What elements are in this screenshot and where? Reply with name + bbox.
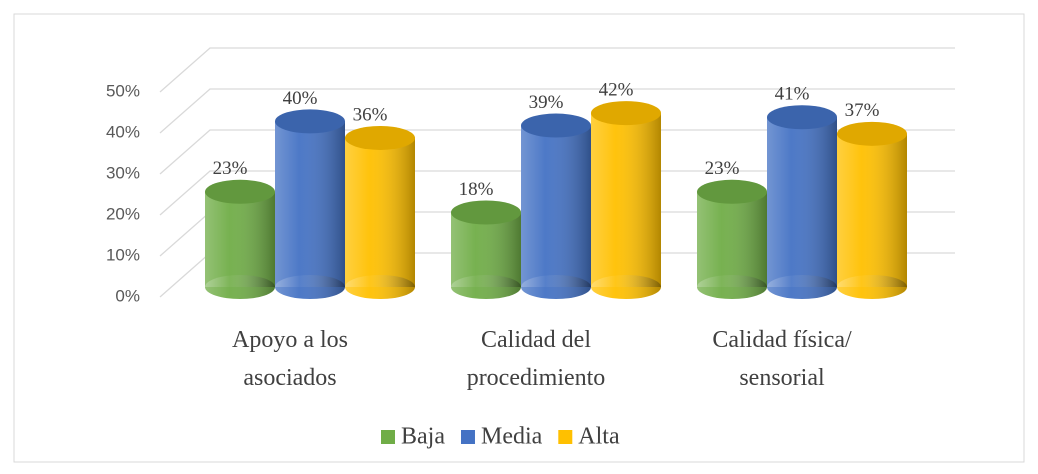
cylinder <box>451 200 521 299</box>
cylinder-top <box>521 113 591 138</box>
cylinder-base-shade <box>451 275 521 299</box>
cylinder-top <box>837 121 907 146</box>
cylinder-shade <box>275 121 345 288</box>
grid-line <box>159 47 955 93</box>
y-tick-label: 0% <box>115 286 140 305</box>
cylinder-base-shade <box>837 275 907 299</box>
cylinder-base-shade <box>697 275 767 299</box>
legend-label: Alta <box>578 424 620 450</box>
cylinder-top-shade <box>345 125 415 150</box>
legend-swatch <box>460 430 475 444</box>
cylinder-top <box>451 200 521 225</box>
cylinder-shade <box>345 137 415 287</box>
cylinder-top <box>767 105 837 130</box>
grid-line <box>159 88 955 134</box>
cylinder-shade <box>591 113 661 288</box>
data-label: 23% <box>213 158 248 179</box>
data-label: 23% <box>705 158 740 179</box>
cylinder-top <box>345 125 415 150</box>
cylinder-top-shade <box>837 121 907 146</box>
cylinder-top-shade <box>205 179 275 204</box>
cylinder-top-shade <box>521 113 591 138</box>
cylinder-base-shade <box>205 275 275 299</box>
cylinder-top-shade <box>451 200 521 225</box>
cylinder <box>591 101 661 299</box>
legend-swatch <box>381 430 395 444</box>
grid-line <box>159 170 955 216</box>
data-label: 37% <box>845 100 880 121</box>
cylinder-top-shade <box>697 179 767 204</box>
cylinder <box>767 105 837 299</box>
cylinder-shade <box>837 133 907 287</box>
cylinder-shade <box>767 117 837 287</box>
cylinder-shade <box>205 191 275 287</box>
legend-swatch <box>558 430 573 444</box>
data-label: 42% <box>599 79 634 100</box>
y-tick-label: 40% <box>106 122 140 141</box>
cylinder-top <box>275 109 345 134</box>
cylinder-top <box>697 179 767 204</box>
cylinder <box>205 179 275 299</box>
cylinder-shade <box>697 191 767 287</box>
data-label: 36% <box>353 104 388 125</box>
cylinder-top-shade <box>767 105 837 130</box>
cylinder-top <box>591 101 661 126</box>
data-label: 39% <box>529 92 564 113</box>
cylinder-base-shade <box>521 275 591 299</box>
cylinder-base-shade <box>275 275 345 299</box>
cylinder-top-shade <box>591 101 661 126</box>
y-tick-label: 10% <box>106 245 140 264</box>
cylinder <box>521 113 591 299</box>
cylinder-top <box>205 179 275 204</box>
x-tick-label: Calidad física/sensorial <box>712 327 852 391</box>
cylinder-top-shade <box>275 109 345 134</box>
cylinder-shade <box>451 212 521 287</box>
cylinder <box>275 109 345 299</box>
x-tick-label: Apoyo a los asociados <box>232 327 348 391</box>
y-tick-label: 20% <box>106 204 140 223</box>
x-tick-label: Calidad del procedimiento <box>467 327 606 391</box>
cylinder-shade <box>521 125 591 287</box>
cylinder-base-shade <box>767 275 837 299</box>
grid-line <box>159 129 955 175</box>
cylinder-base-shade <box>591 275 661 299</box>
legend-label: Baja <box>401 424 445 450</box>
cylinder-base-shade <box>345 275 415 299</box>
legend-label: Media <box>481 424 543 450</box>
cylinder <box>837 121 907 299</box>
cylinder <box>345 125 415 299</box>
data-label: 40% <box>283 88 318 109</box>
y-tick-label: 50% <box>106 81 140 100</box>
y-tick-label: 30% <box>106 163 140 182</box>
cylinder <box>697 179 767 299</box>
data-label: 18% <box>459 179 494 200</box>
data-label: 41% <box>775 84 810 105</box>
